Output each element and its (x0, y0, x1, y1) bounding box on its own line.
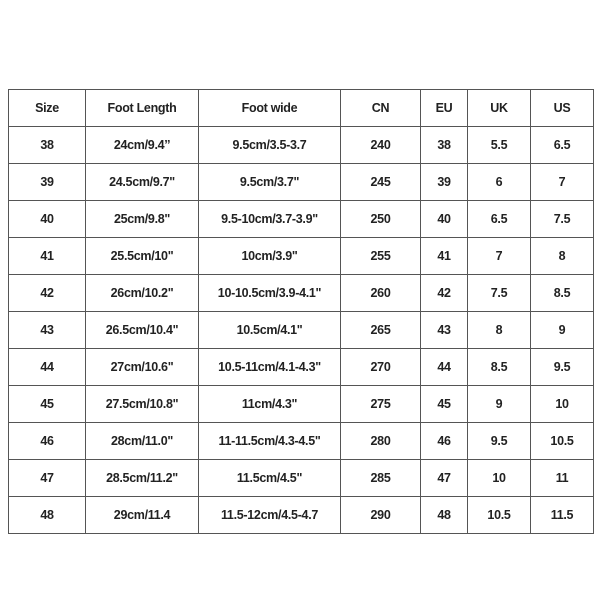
cell-foot-wide: 11-11.5cm/4.3-4.5" (198, 422, 341, 460)
cell-foot-length: 25cm/9.8" (85, 200, 199, 238)
cell-foot-length: 26cm/10.2" (85, 274, 199, 312)
cell-us: 6.5 (530, 126, 594, 164)
cell-size: 48 (8, 496, 86, 534)
cell-foot-wide: 11cm/4.3" (198, 385, 341, 423)
cell-eu: 47 (420, 459, 468, 497)
cell-us: 11.5 (530, 496, 594, 534)
cell-foot-length: 28cm/11.0" (85, 422, 199, 460)
cell-cn: 240 (340, 126, 421, 164)
table-row: 45 27.5cm/10.8" 11cm/4.3" 275 45 9 10 (8, 385, 594, 423)
cell-uk: 8.5 (467, 348, 531, 386)
table-row: 42 26cm/10.2" 10-10.5cm/3.9-4.1" 260 42 7.5 8.… (8, 274, 594, 312)
cell-us: 7.5 (530, 200, 594, 238)
cell-cn: 280 (340, 422, 421, 460)
cell-uk: 6 (467, 163, 531, 201)
cell-foot-wide: 9.5cm/3.7" (198, 163, 341, 201)
cell-us: 8 (530, 237, 594, 275)
cell-uk: 9 (467, 385, 531, 423)
cell-size: 43 (8, 311, 86, 349)
cell-cn: 250 (340, 200, 421, 238)
table-row: 44 27cm/10.6" 10.5-11cm/4.1-4.3" 270 44 8.5 9.… (8, 348, 594, 386)
cell-eu: 44 (420, 348, 468, 386)
cell-cn: 285 (340, 459, 421, 497)
cell-cn: 290 (340, 496, 421, 534)
cell-foot-length: 25.5cm/10" (85, 237, 199, 275)
cell-cn: 255 (340, 237, 421, 275)
table-row: 39 24.5cm/9.7" 9.5cm/3.7" 245 39 6 7 (8, 163, 594, 201)
cell-eu: 48 (420, 496, 468, 534)
cell-us: 10 (530, 385, 594, 423)
header-us: US (530, 89, 594, 127)
header-foot-wide: Foot wide (198, 89, 341, 127)
cell-foot-length: 28.5cm/11.2" (85, 459, 199, 497)
cell-size: 46 (8, 422, 86, 460)
cell-eu: 39 (420, 163, 468, 201)
cell-uk: 10.5 (467, 496, 531, 534)
cell-foot-wide: 10.5cm/4.1" (198, 311, 341, 349)
cell-foot-wide: 11.5cm/4.5" (198, 459, 341, 497)
table-row: 48 29cm/11.4 11.5-12cm/4.5-4.7 290 48 10.5 11.… (8, 496, 594, 534)
cell-cn: 265 (340, 311, 421, 349)
cell-size: 42 (8, 274, 86, 312)
cell-eu: 46 (420, 422, 468, 460)
cell-us: 9.5 (530, 348, 594, 386)
table-row: 41 25.5cm/10" 10cm/3.9" 255 41 7 8 (8, 237, 594, 275)
header-row: Size Foot Length Foot wide CN EU UK US (8, 89, 594, 127)
table-row: 46 28cm/11.0" 11-11.5cm/4.3-4.5" 280 46 9.5 10… (8, 422, 594, 460)
cell-uk: 5.5 (467, 126, 531, 164)
cell-size: 45 (8, 385, 86, 423)
cell-foot-length: 24.5cm/9.7" (85, 163, 199, 201)
cell-uk: 6.5 (467, 200, 531, 238)
cell-eu: 43 (420, 311, 468, 349)
cell-foot-length: 24cm/9.4’’ (85, 126, 199, 164)
cell-cn: 260 (340, 274, 421, 312)
header-uk: UK (467, 89, 531, 127)
cell-uk: 9.5 (467, 422, 531, 460)
size-chart-table: Size Foot Length Foot wide CN EU UK US 38 24cm/… (8, 89, 594, 534)
cell-eu: 38 (420, 126, 468, 164)
cell-us: 8.5 (530, 274, 594, 312)
cell-size: 44 (8, 348, 86, 386)
cell-foot-wide: 10cm/3.9" (198, 237, 341, 275)
cell-foot-length: 27.5cm/10.8" (85, 385, 199, 423)
cell-size: 39 (8, 163, 86, 201)
cell-uk: 8 (467, 311, 531, 349)
header-foot-length: Foot Length (85, 89, 199, 127)
table-row: 43 26.5cm/10.4" 10.5cm/4.1" 265 43 8 9 (8, 311, 594, 349)
header-cn: CN (340, 89, 421, 127)
cell-eu: 42 (420, 274, 468, 312)
header-eu: EU (420, 89, 468, 127)
cell-cn: 270 (340, 348, 421, 386)
cell-foot-wide: 10-10.5cm/3.9-4.1" (198, 274, 341, 312)
cell-foot-wide: 9.5cm/3.5-3.7 (198, 126, 341, 164)
table-row: 38 24cm/9.4’’ 9.5cm/3.5-3.7 240 38 5.5 6.5 (8, 126, 594, 164)
cell-cn: 245 (340, 163, 421, 201)
table-row: 47 28.5cm/11.2" 11.5cm/4.5" 285 47 10 11 (8, 459, 594, 497)
cell-cn: 275 (340, 385, 421, 423)
cell-eu: 45 (420, 385, 468, 423)
cell-uk: 10 (467, 459, 531, 497)
cell-eu: 40 (420, 200, 468, 238)
cell-size: 38 (8, 126, 86, 164)
cell-size: 41 (8, 237, 86, 275)
cell-uk: 7 (467, 237, 531, 275)
cell-foot-wide: 11.5-12cm/4.5-4.7 (198, 496, 341, 534)
cell-size: 40 (8, 200, 86, 238)
cell-uk: 7.5 (467, 274, 531, 312)
cell-us: 10.5 (530, 422, 594, 460)
header-size: Size (8, 89, 86, 127)
cell-foot-length: 29cm/11.4 (85, 496, 199, 534)
cell-foot-length: 27cm/10.6" (85, 348, 199, 386)
table-row: 40 25cm/9.8" 9.5-10cm/3.7-3.9" 250 40 6.5 7.5 (8, 200, 594, 238)
cell-foot-wide: 9.5-10cm/3.7-3.9" (198, 200, 341, 238)
cell-size: 47 (8, 459, 86, 497)
cell-us: 11 (530, 459, 594, 497)
cell-us: 9 (530, 311, 594, 349)
cell-foot-wide: 10.5-11cm/4.1-4.3" (198, 348, 341, 386)
cell-eu: 41 (420, 237, 468, 275)
cell-us: 7 (530, 163, 594, 201)
cell-foot-length: 26.5cm/10.4" (85, 311, 199, 349)
